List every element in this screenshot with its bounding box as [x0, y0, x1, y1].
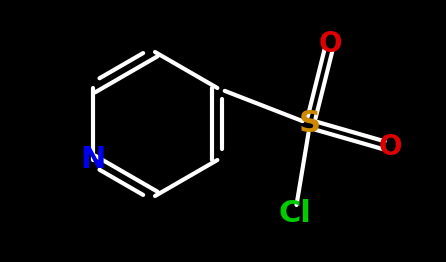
Text: Cl: Cl — [279, 199, 311, 228]
Text: O: O — [318, 30, 342, 58]
Text: S: S — [299, 110, 321, 139]
Text: N: N — [80, 145, 105, 174]
Text: O: O — [378, 133, 402, 161]
